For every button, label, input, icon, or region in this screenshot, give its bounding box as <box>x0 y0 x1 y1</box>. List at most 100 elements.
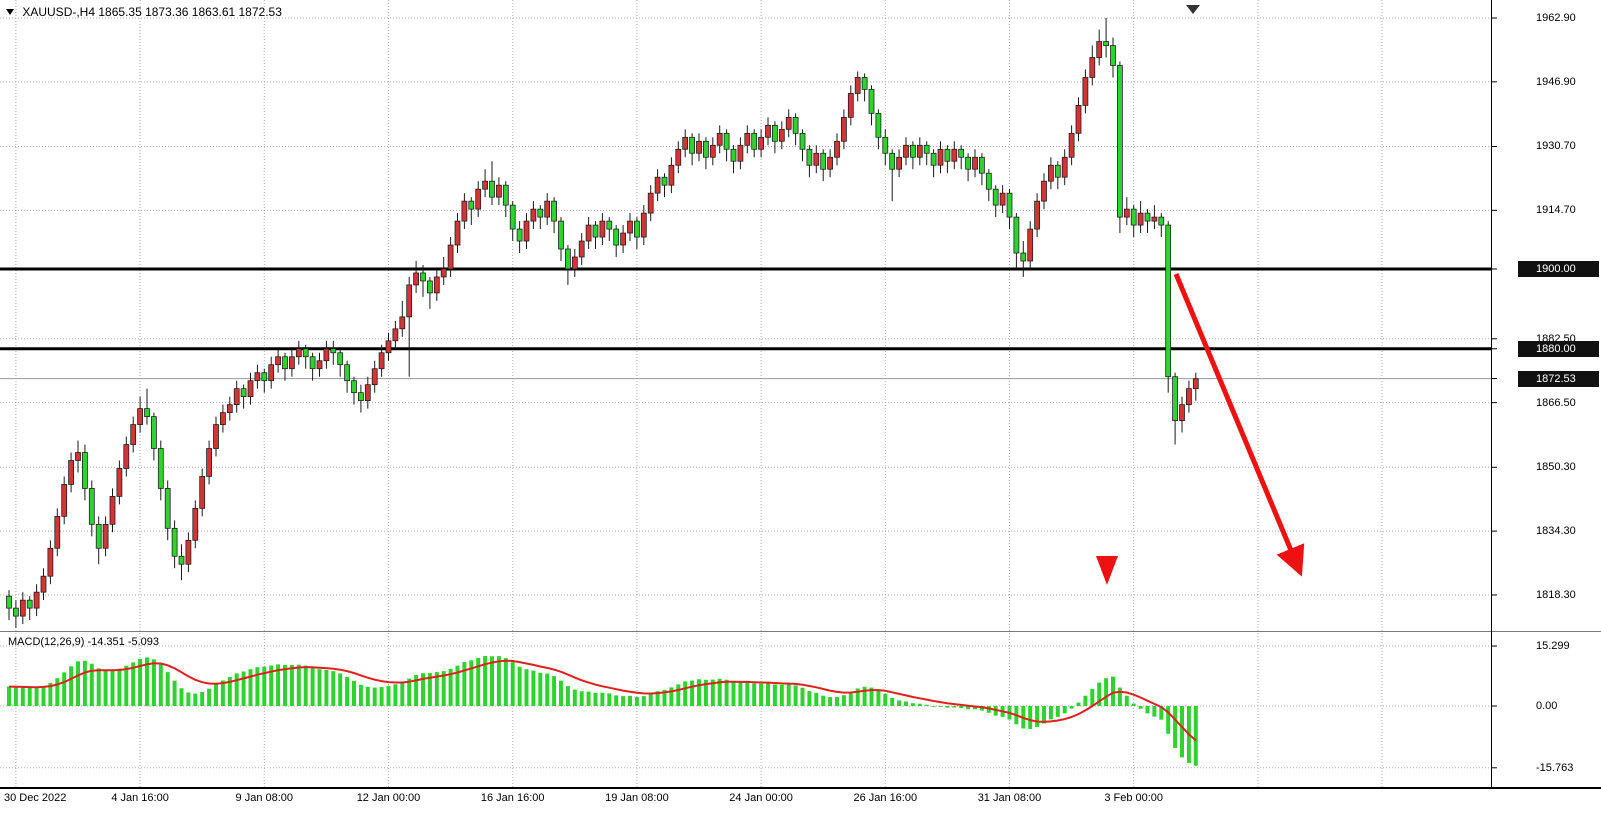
candle-body[interactable] <box>116 468 123 497</box>
candle-body[interactable] <box>399 316 406 330</box>
candle-body[interactable] <box>861 77 868 90</box>
candle-body[interactable] <box>661 176 668 186</box>
candle-body[interactable] <box>123 444 130 469</box>
candle-body[interactable] <box>758 136 764 150</box>
candle-body[interactable] <box>385 340 392 354</box>
candle-body[interactable] <box>330 348 337 354</box>
candle-body[interactable] <box>675 148 682 166</box>
candle-body[interactable] <box>1020 252 1027 262</box>
candle-body[interactable] <box>682 136 689 150</box>
candle-body[interactable] <box>1186 388 1192 406</box>
candle-body[interactable] <box>406 284 413 318</box>
candle-body[interactable] <box>6 595 12 609</box>
candle-body[interactable] <box>226 404 233 413</box>
candle-body[interactable] <box>109 496 116 525</box>
candle-body[interactable] <box>551 200 557 222</box>
candle-body[interactable] <box>709 144 716 158</box>
candle-body[interactable] <box>847 93 854 118</box>
candle-body[interactable] <box>206 448 212 477</box>
candle-body[interactable] <box>392 328 399 342</box>
candle-body[interactable] <box>233 388 240 406</box>
candle-body[interactable] <box>157 448 164 489</box>
candle-body[interactable] <box>544 200 551 218</box>
candle-body[interactable] <box>254 372 261 382</box>
candle-body[interactable] <box>1192 378 1199 390</box>
candle-body[interactable] <box>1075 105 1082 134</box>
candle-body[interactable] <box>696 140 702 154</box>
candle-body[interactable] <box>447 244 454 270</box>
candle-body[interactable] <box>275 356 281 366</box>
candle-body[interactable] <box>1130 208 1137 226</box>
candle-body[interactable] <box>923 144 930 154</box>
candle-body[interactable] <box>703 140 709 158</box>
candle-body[interactable] <box>316 360 323 370</box>
candle-body[interactable] <box>461 200 468 222</box>
candle-body[interactable] <box>1117 65 1123 218</box>
candle-body[interactable] <box>1144 212 1151 222</box>
candle-body[interactable] <box>530 208 537 222</box>
candle-body[interactable] <box>371 368 378 386</box>
candle-body[interactable] <box>868 89 875 114</box>
candle-body[interactable] <box>171 527 178 557</box>
candle-body[interactable] <box>640 212 647 238</box>
candle-body[interactable] <box>47 547 54 577</box>
candle-body[interactable] <box>282 356 288 370</box>
candle-body[interactable] <box>75 452 81 461</box>
candle-body[interactable] <box>1096 41 1103 58</box>
candle-body[interactable] <box>509 204 516 230</box>
candle-body[interactable] <box>620 232 626 246</box>
candle-body[interactable] <box>178 555 185 565</box>
candle-body[interactable] <box>965 156 971 170</box>
candle-body[interactable] <box>68 460 74 485</box>
candle-body[interactable] <box>999 192 1006 206</box>
candle-body[interactable] <box>910 144 916 158</box>
candle-body[interactable] <box>82 452 88 489</box>
candle-body[interactable] <box>164 488 171 529</box>
candle-body[interactable] <box>433 276 440 294</box>
candle-body[interactable] <box>813 152 820 166</box>
candle-body[interactable] <box>309 356 316 370</box>
candle-body[interactable] <box>151 416 157 449</box>
candle-body[interactable] <box>737 144 744 162</box>
candle-body[interactable] <box>668 164 675 186</box>
candle-body[interactable] <box>1123 208 1130 218</box>
candle-body[interactable] <box>1165 224 1172 378</box>
candle-body[interactable] <box>295 348 302 358</box>
candle-body[interactable] <box>578 240 585 258</box>
candle-body[interactable] <box>751 132 758 150</box>
candle-body[interactable] <box>95 523 102 549</box>
candle-body[interactable] <box>185 539 192 565</box>
candle-body[interactable] <box>1027 228 1034 262</box>
candle-body[interactable] <box>240 388 247 398</box>
candle-body[interactable] <box>502 184 509 206</box>
candle-body[interactable] <box>440 268 447 278</box>
sell-signal-triangle[interactable] <box>1096 556 1118 585</box>
candle-body[interactable] <box>344 364 350 382</box>
candle-body[interactable] <box>889 152 896 170</box>
candle-body[interactable] <box>558 220 564 250</box>
candle-body[interactable] <box>930 152 937 166</box>
candle-body[interactable] <box>799 132 806 150</box>
candle-body[interactable] <box>937 148 944 166</box>
candle-body[interactable] <box>1082 77 1089 106</box>
candle-body[interactable] <box>654 176 661 194</box>
candle-body[interactable] <box>951 148 958 162</box>
candle-body[interactable] <box>247 380 254 398</box>
candle-body[interactable] <box>834 140 840 158</box>
chart-shift-marker-icon[interactable] <box>1186 5 1200 14</box>
candle-body[interactable] <box>854 77 861 94</box>
candle-body[interactable] <box>772 124 778 142</box>
candle-body[interactable] <box>875 112 882 138</box>
candle-body[interactable] <box>144 408 150 417</box>
candle-body[interactable] <box>516 228 523 242</box>
candle-body[interactable] <box>496 184 502 198</box>
candle-body[interactable] <box>599 220 606 238</box>
candle-body[interactable] <box>958 148 965 158</box>
candle-body[interactable] <box>378 352 385 370</box>
candle-body[interactable] <box>1089 57 1096 78</box>
candle-body[interactable] <box>896 156 902 170</box>
candle-body[interactable] <box>778 128 785 142</box>
candle-body[interactable] <box>1034 200 1040 230</box>
candle-body[interactable] <box>1110 45 1116 66</box>
candle-body[interactable] <box>454 220 461 246</box>
